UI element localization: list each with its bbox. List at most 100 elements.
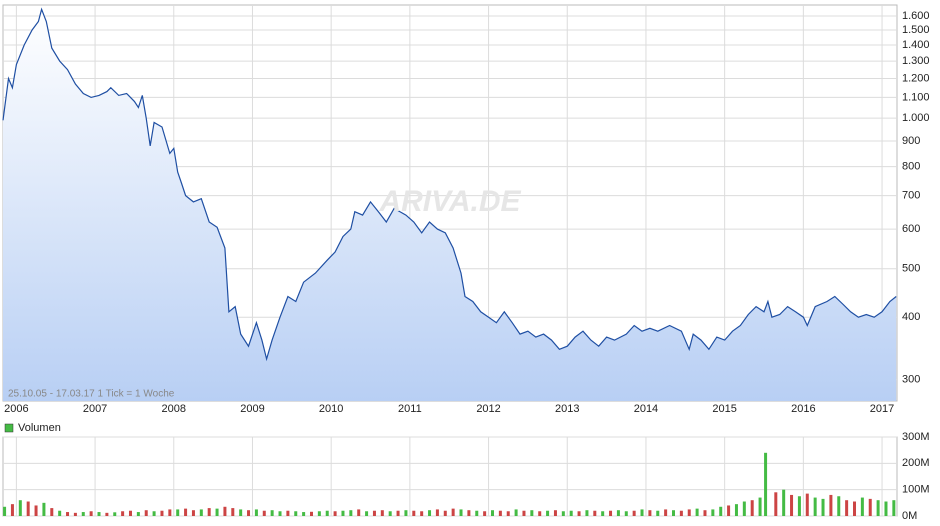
volume-bar <box>412 510 416 516</box>
volume-bar <box>451 508 455 516</box>
volume-bar <box>176 509 180 516</box>
y-tick-label: 500 <box>902 263 920 275</box>
volume-bar <box>742 501 746 516</box>
y-tick-label: 1.300 <box>902 55 930 67</box>
volume-bar <box>254 509 258 516</box>
x-tick-label: 2012 <box>476 403 500 415</box>
volume-bar <box>372 510 376 516</box>
volume-bar <box>404 510 408 516</box>
volume-bar <box>632 510 636 516</box>
volume-bar <box>829 494 833 516</box>
x-tick-label: 2008 <box>162 403 186 415</box>
volume-bar <box>97 512 101 516</box>
volume-bar <box>703 510 707 516</box>
volume-bar <box>593 510 597 516</box>
volume-bar <box>734 504 738 516</box>
y-tick-label: 0M <box>902 510 917 522</box>
volume-bar <box>853 501 857 516</box>
volume-bar <box>152 511 156 516</box>
volume-bar <box>270 510 274 516</box>
volume-bar <box>727 505 731 516</box>
volume-bar <box>845 500 849 516</box>
volume-bar <box>640 509 644 516</box>
price-area <box>3 9 897 402</box>
volume-bar <box>790 494 794 516</box>
volume-bar <box>577 511 581 516</box>
volume-bar <box>247 510 251 516</box>
volume-bar <box>380 510 384 516</box>
y-tick-label: 200M <box>902 457 930 469</box>
x-tick-label: 2007 <box>83 403 107 415</box>
volume-bar <box>66 512 70 516</box>
volume-bar <box>876 500 880 516</box>
x-tick-label: 2010 <box>319 403 343 415</box>
volume-bar <box>81 512 85 516</box>
volume-bar <box>546 510 550 516</box>
volume-bar <box>294 511 298 516</box>
volume-bar <box>168 509 172 516</box>
volume-bar <box>892 500 896 516</box>
volume-bar <box>420 511 424 516</box>
volume-bar <box>302 512 306 516</box>
volume-bar <box>648 510 652 516</box>
volume-bar <box>530 510 534 516</box>
volume-bar <box>136 512 140 516</box>
volume-bar <box>42 502 46 516</box>
volume-bar <box>388 511 392 516</box>
volume-bar <box>128 510 132 516</box>
volume-bar <box>333 511 337 516</box>
volume-bar <box>278 511 282 516</box>
chart-layer-1: 0M 100M 200M 300M Volumen <box>3 422 930 522</box>
y-tick-label: 1.400 <box>902 39 930 51</box>
volume-bar <box>483 511 487 516</box>
volume-bar <box>50 508 54 516</box>
volume-bar <box>569 510 573 516</box>
volume-bar <box>475 510 479 516</box>
volume-bar <box>231 508 235 516</box>
volume-bar <box>396 510 400 516</box>
y-tick-label: 1.100 <box>902 91 930 103</box>
volume-bar <box>160 510 164 516</box>
watermark: ARIVA.DE <box>378 185 521 218</box>
x-tick-label: 2009 <box>240 403 264 415</box>
volume-bar <box>428 510 432 516</box>
volume-bar <box>239 509 243 516</box>
volume-bar <box>215 508 219 516</box>
volume-bar <box>3 506 7 516</box>
volume-bar <box>868 498 872 516</box>
volume-bar <box>207 508 211 516</box>
legend-label: Volumen <box>18 422 61 434</box>
volume-bar <box>719 506 723 516</box>
volume-bar <box>286 510 290 516</box>
volume-bar <box>561 511 565 516</box>
volume-bar <box>349 510 353 516</box>
x-tick-label: 2014 <box>634 403 658 415</box>
volume-bar <box>679 510 683 516</box>
y-tick-label: 600 <box>902 223 920 235</box>
volume-bar <box>837 496 841 516</box>
y-tick-label: 400 <box>902 311 920 323</box>
volume-bar <box>585 510 589 516</box>
y-tick-label: 1.200 <box>902 72 930 84</box>
volume-bar <box>821 498 825 516</box>
volume-bar <box>601 511 605 516</box>
volume-bar <box>514 509 518 516</box>
volume-bar <box>89 511 93 516</box>
volume-bar <box>191 510 195 516</box>
volume-bar <box>782 489 786 516</box>
legend-swatch <box>4 423 14 433</box>
volume-bar <box>498 510 502 516</box>
volume-bar <box>105 512 109 516</box>
volume-bar <box>553 510 557 516</box>
volume-bar <box>262 510 266 516</box>
volume-bar <box>506 511 510 516</box>
y-tick-label: 300M <box>902 431 930 443</box>
volume-bar <box>687 509 691 516</box>
volume-bar <box>58 510 62 516</box>
volume-bar <box>664 509 668 516</box>
y-tick-label: 700 <box>902 190 920 202</box>
volume-plot-frame <box>2 436 898 517</box>
y-tick-label: 1.000 <box>902 112 930 124</box>
volume-bar <box>490 510 494 516</box>
